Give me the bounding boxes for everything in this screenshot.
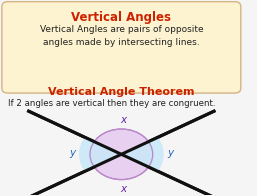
Text: x: x bbox=[121, 115, 127, 125]
Wedge shape bbox=[79, 137, 121, 171]
Wedge shape bbox=[121, 137, 164, 171]
Text: If 2 angles are vertical then they are congruent.: If 2 angles are vertical then they are c… bbox=[8, 99, 215, 108]
Text: Vertical Angles are pairs of opposite
angles made by intersecting lines.: Vertical Angles are pairs of opposite an… bbox=[40, 24, 203, 47]
Circle shape bbox=[90, 129, 153, 180]
Text: y: y bbox=[168, 148, 174, 158]
Text: x: x bbox=[121, 184, 127, 194]
Text: y: y bbox=[69, 148, 75, 158]
FancyBboxPatch shape bbox=[2, 2, 241, 93]
Text: Vertical Angles: Vertical Angles bbox=[71, 11, 171, 24]
Text: Vertical Angle Theorem: Vertical Angle Theorem bbox=[48, 87, 195, 97]
